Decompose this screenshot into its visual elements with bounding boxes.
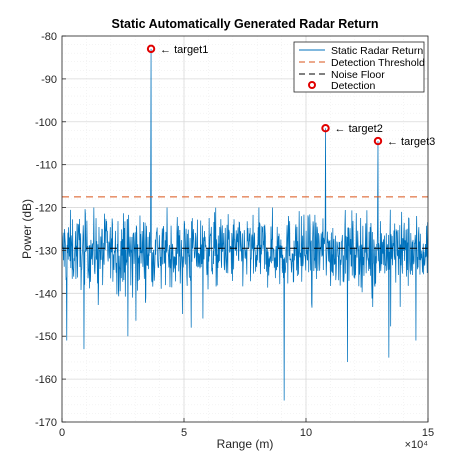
legend-label-detection: Detection [331,80,376,92]
x-tick-label: 10 [300,427,312,439]
chart-title: Static Automatically Generated Radar Ret… [112,17,379,31]
y-tick-label: -80 [41,31,57,43]
y-tick-label: -90 [41,74,57,86]
y-tick-label: -120 [35,203,57,215]
x-axis-label: Range (m) [217,437,274,451]
y-tick-label: -160 [35,374,57,386]
legend: Static Radar Return Detection Threshold … [293,41,425,93]
signal-series [61,48,429,401]
legend-label-signal: Static Radar Return [331,45,423,57]
x-exponent-label: ×10⁴ [405,439,429,451]
detection-label: ← target3 [387,136,435,148]
axis-ticks: 0 5 10 15 -80 -90 -100 -110 -120 -130 -140 -150 -160… [35,31,434,439]
detection-marker [321,124,330,133]
detection-label: ← target2 [335,123,383,135]
plot-background [62,36,428,422]
legend-label-noise-floor: Noise Floor [331,69,385,81]
y-tick-label: -130 [35,245,57,257]
detection-label: ← target1 [160,44,208,56]
x-tick-label: 5 [181,427,187,439]
plot-frame [61,35,429,423]
detection-marker [146,44,156,54]
y-axis-label: Power (dB) [20,199,34,259]
y-tick-label: -100 [35,117,57,129]
detection-marker [373,136,383,146]
x-tick-label: 0 [59,427,65,439]
y-tick-label: -170 [35,417,57,429]
detections: ← target1 ← target2 ← target3 [146,44,435,148]
legend-label-threshold: Detection Threshold [331,57,425,69]
legend-swatch-detection [308,81,316,89]
y-tick-label: -150 [35,331,57,343]
x-tick-label: 15 [422,427,434,439]
y-tick-label: -140 [35,288,57,300]
reference-lines [62,196,428,249]
y-tick-label: -110 [36,160,57,172]
signal-line [61,48,429,401]
